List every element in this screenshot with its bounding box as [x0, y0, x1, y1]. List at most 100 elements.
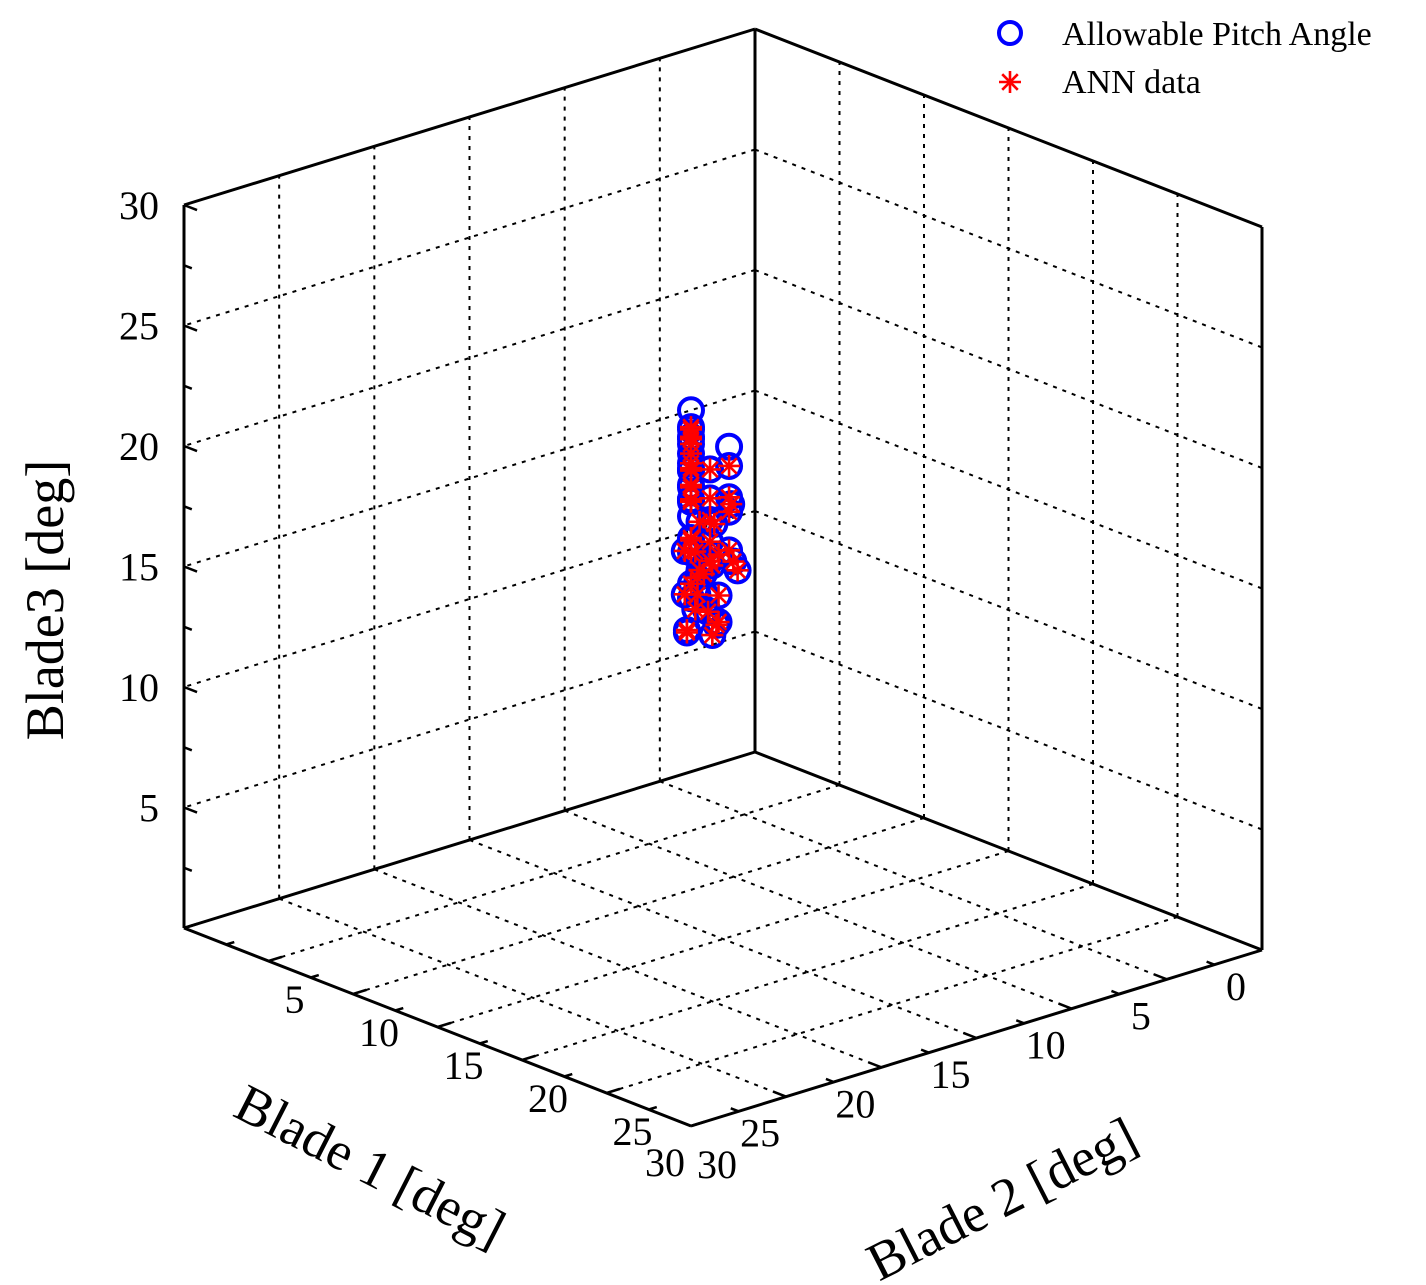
asterisk-stroke: [707, 616, 726, 634]
z-tick-label: 15: [119, 545, 159, 590]
x-tick-label: 20: [835, 1081, 875, 1126]
axes-layer: [182, 27, 1264, 1128]
grid-layer: [183, 58, 1263, 1098]
asterisk-stroke: [701, 489, 719, 508]
y-tick-mark: [521, 1054, 536, 1062]
x-tick-mark: [1058, 1002, 1073, 1010]
x-tick-mark: [1206, 960, 1215, 966]
asterisk-stroke: [682, 476, 700, 494]
y-tick-mark: [479, 1039, 489, 1045]
x-tick-mark: [1015, 1019, 1025, 1025]
asterisk-stroke: [682, 529, 700, 547]
z-tick-mark: [183, 384, 193, 390]
y-tick-label: 30: [697, 1142, 737, 1187]
z-tick-mark: [183, 203, 198, 212]
ann-data-point: [680, 459, 702, 482]
top-right-edge: [754, 27, 1263, 229]
floor-grid-line-x: [469, 839, 977, 1039]
z-tick-label: 20: [119, 424, 159, 469]
asterisk-stroke: [720, 488, 738, 507]
ann-data-point: [680, 418, 702, 441]
asterisk-stroke: [728, 561, 747, 580]
y-axis-label: Blade 2 [deg]: [857, 1106, 1146, 1285]
asterisk-stroke: [701, 511, 719, 529]
ann-data-point: [697, 600, 720, 623]
ann-data-point: [675, 621, 698, 644]
points-layer: [670, 396, 752, 650]
y-tick-mark: [352, 988, 367, 996]
asterisk-stroke: [682, 420, 700, 439]
ann-data-point: [699, 458, 722, 481]
ann-data-point: [699, 550, 722, 573]
asterisk-stroke: [720, 457, 738, 475]
x-tick-mark: [1248, 943, 1263, 952]
legend-asterisk-marker: [999, 71, 1021, 93]
z-tick-mark: [183, 866, 193, 872]
z-tick-mark: [183, 746, 193, 752]
z-tick-mark: [183, 324, 198, 332]
z-tick-mark: [183, 685, 198, 694]
legend-asterisk: [999, 71, 1021, 93]
y-tick-mark: [606, 1087, 621, 1095]
legend-label: ANN data: [1062, 64, 1201, 101]
y-tick-label: 25: [613, 1109, 653, 1154]
z-tick-mark: [183, 565, 198, 573]
x-axis-label: Blade 1 [deg]: [226, 1073, 515, 1260]
asterisk-stroke: [688, 585, 707, 604]
ann-data-point: [705, 613, 728, 636]
y-tick-mark: [225, 940, 235, 946]
legend-item-ann: ANN data: [999, 64, 1201, 101]
x-tick-mark: [730, 1107, 740, 1113]
y-tick-label: 10: [359, 1010, 399, 1055]
asterisk-stroke: [701, 552, 719, 570]
y-tick-mark: [183, 922, 198, 930]
asterisk-stroke: [678, 623, 696, 642]
ann-data-point: [699, 487, 722, 510]
asterisk-stroke: [682, 461, 700, 480]
y-tick-mark: [563, 1072, 573, 1078]
x-tick-mark: [920, 1048, 930, 1054]
y-tick-mark: [310, 973, 320, 979]
z-tick-label: 25: [119, 304, 159, 349]
x-tick-label: 0: [1226, 964, 1246, 1009]
asterisk-stroke: [701, 533, 719, 551]
floor-grid-line-x: [659, 780, 1168, 981]
asterisk-stroke: [690, 513, 709, 531]
legend: Allowable Pitch Angle ANN data: [997, 16, 1372, 101]
ann-data-point: [680, 526, 702, 549]
asterisk-stroke: [724, 552, 743, 571]
asterisk-stroke: [1001, 73, 1019, 91]
x-tick-label: 15: [931, 1052, 971, 1097]
z-tick-label: 10: [119, 665, 159, 710]
y-tick-mark: [394, 1006, 404, 1012]
x-tick-label: 5: [1131, 993, 1151, 1038]
ann-data-point: [699, 509, 722, 532]
ann-data-point: [688, 510, 711, 533]
y-tick-mark: [268, 955, 283, 963]
x-tick-label: 25: [740, 1111, 780, 1156]
z-tick-mark: [183, 806, 198, 814]
asterisk-stroke: [701, 460, 719, 479]
x-tick-mark: [825, 1077, 835, 1084]
ann-data-point: [718, 454, 741, 477]
x-tick-mark: [1110, 989, 1120, 996]
floor-grid-line-x: [278, 897, 787, 1098]
x-tick-label: 30: [645, 1140, 685, 1185]
floor-grid-line-x: [373, 868, 882, 1069]
y-tick-mark: [648, 1105, 658, 1111]
ann-data-point: [707, 584, 730, 607]
ann-data-point: [699, 530, 722, 553]
legend-item-allowable: Allowable Pitch Angle: [997, 16, 1372, 53]
ann-data-point: [718, 486, 741, 509]
z-tick-mark: [183, 625, 193, 631]
z-tick-mark: [183, 926, 198, 935]
x-tick-mark: [772, 1090, 787, 1098]
y-tick-mark: [690, 1120, 705, 1128]
asterisk-stroke: [709, 586, 728, 605]
ann-data-point: [680, 572, 702, 595]
asterisk-stroke: [686, 600, 704, 619]
asterisk-stroke: [682, 444, 700, 463]
asterisk-stroke: [720, 541, 738, 560]
